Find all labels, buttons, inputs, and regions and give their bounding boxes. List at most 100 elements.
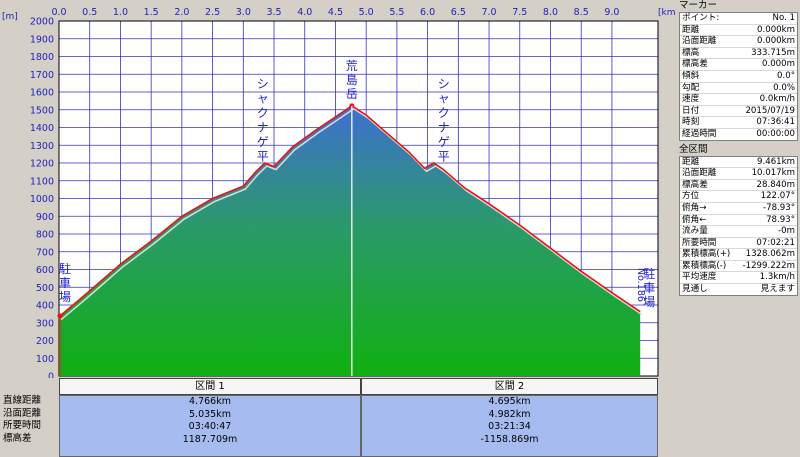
row-label-surface-distance: 沿面距離 — [3, 407, 42, 419]
marker-row: 標高差 0.000m — [680, 59, 797, 71]
x-tick-label: 3.5 — [266, 7, 281, 18]
segment-2-values: 4.695km 4.982km 03:21:34 -1158.869m — [361, 395, 658, 457]
all-segment-value: 見えます — [760, 284, 795, 295]
all-segment-row: 俯角← 78.93° — [680, 215, 797, 227]
all-segment-label: 俯角→ — [682, 202, 707, 213]
marker-value: 0.0% — [773, 82, 795, 93]
y-tick-label: 1200 — [30, 159, 54, 170]
all-segment-value: -0m — [778, 226, 795, 237]
all-segment-row: 見通し 見えます — [680, 284, 797, 295]
elevation-shadow-line — [60, 107, 643, 321]
y-tick-label: 400 — [36, 301, 54, 312]
marker-value: 0.000km — [757, 24, 795, 35]
marker-label: ポイント: — [682, 13, 720, 23]
all-segment-value: 78.93° — [766, 214, 795, 225]
x-tick-label: 0.0 — [51, 7, 66, 18]
y-tick-label: 700 — [36, 247, 54, 258]
marker-row: 経過時間 00:00:00 — [680, 129, 797, 140]
marker-row: ポイント: No. 1 — [680, 13, 797, 25]
all-segment-row: 方位 122.07° — [680, 191, 797, 203]
annotation-shakunage-1: シャクナゲ平 — [257, 77, 269, 164]
marker-label: 経過時間 — [682, 128, 717, 139]
marker-value: 00:00:00 — [756, 128, 795, 139]
y-tick-label: 1400 — [30, 123, 54, 134]
x-tick-label: 2.0 — [174, 7, 189, 18]
y-tick-label: 500 — [36, 283, 54, 294]
y-tick-label: 1500 — [30, 105, 54, 116]
all-segment-label: 所要時間 — [682, 237, 717, 248]
marker-label: 日付 — [682, 105, 700, 116]
all-segment-label: 標高差 — [682, 179, 708, 190]
all-segment-group: 距離 9.461km 沿面距離 10.017km 標高差 28.840m 方位 122.07°… — [679, 155, 798, 296]
marker-value: 0.0km/h — [759, 94, 795, 105]
all-segment-row: 平均速度 1.3km/h — [680, 272, 797, 285]
marker-row: 沿面距離 0.000km — [680, 36, 797, 48]
marker-value: 2015/07/19 — [745, 105, 795, 116]
marker-value: 0.0° — [777, 70, 795, 81]
y-tick-label: 1300 — [30, 141, 54, 152]
elevation-chart[interactable]: 0.0 0.5 1.0 1.5 2.0 2.5 3.0 3.5 4.0 4.5 5.0 5.5 6.0 6… — [0, 0, 676, 378]
all-segment-label: 方位 — [682, 191, 700, 202]
y-tick-label: 800 — [36, 230, 54, 241]
all-segment-label: 平均速度 — [682, 272, 717, 283]
x-tick-label: 8.5 — [574, 7, 589, 18]
marker-group: ポイント: No. 1 距離 0.000km 沿面距離 0.000km 標高 333.715m… — [679, 12, 798, 141]
x-tick-label: 1.5 — [144, 7, 159, 18]
all-segment-label: 流み量 — [682, 226, 708, 237]
y-tick-label: 0 — [48, 372, 54, 379]
marker-row: 速度 0.0km/h — [680, 94, 797, 106]
marker-row: 日付 2015/07/19 — [680, 106, 797, 118]
x-tick-label: 6.0 — [420, 7, 435, 18]
marker-value: No. 1 — [772, 13, 795, 23]
segment-1-header[interactable]: 区間 1 — [59, 378, 361, 395]
all-segment-label: 距離 — [682, 156, 700, 167]
x-tick-label: 5.0 — [359, 7, 374, 18]
all-segment-value: -78.93° — [763, 202, 795, 213]
y-unit-label: [m] — [2, 12, 18, 22]
all-segment-row: 累積標高(+) 1328.062m — [680, 249, 797, 261]
all-segment-value: -1299.222m — [742, 260, 795, 271]
x-tick-label: 4.5 — [328, 7, 343, 18]
marker-label: 距離 — [682, 24, 700, 35]
all-segment-row: 沿面距離 10.017km — [680, 168, 797, 180]
all-segment-row: 累積標高(-) -1299.222m — [680, 261, 797, 273]
marker-label: 速度 — [682, 94, 700, 105]
all-segment-value: 1328.062m — [745, 249, 795, 260]
x-tick-label: 0.5 — [82, 7, 97, 18]
all-segment-label: 見通し — [682, 284, 708, 295]
info-panel: マーカー ポイント: No. 1 距離 0.000km 沿面距離 0.000km 標高 333… — [677, 0, 800, 457]
y-tick-label: 1700 — [30, 70, 54, 81]
segment-1-surface-distance: 5.035km — [189, 408, 231, 420]
y-tick-label: 200 — [36, 336, 54, 347]
marker-label: 標高 — [682, 47, 700, 58]
y-tick-label: 1000 — [30, 194, 54, 205]
all-segment-row: 流み量 -0m — [680, 226, 797, 238]
all-segment-value: 1.3km/h — [759, 272, 795, 283]
y-tick-label: 1800 — [30, 52, 54, 63]
all-segment-value: 9.461km — [757, 156, 795, 167]
y-tick-label: 1900 — [30, 34, 54, 45]
all-segment-label: 沿面距離 — [682, 168, 717, 179]
y-tick-label: 1600 — [30, 88, 54, 99]
row-label-straight-distance: 直線距離 — [3, 395, 42, 406]
segment-1-values: 4.766km 5.035km 03:40:47 1187.709m — [59, 395, 361, 457]
all-segment-value: 10.017km — [751, 168, 795, 179]
y-tick-label: 600 — [36, 265, 54, 276]
segment-1-straight-distance: 4.766km — [189, 396, 231, 407]
all-segment-label: 俯角← — [682, 214, 707, 225]
marker-row: 標高 333.715m — [680, 48, 797, 60]
x-tick-label: 3.0 — [236, 7, 251, 18]
all-segment-row: 標高差 28.840m — [680, 180, 797, 192]
segment-2-straight-distance: 4.695km — [488, 396, 531, 407]
annotation-start-parking: 駐車場 — [59, 261, 71, 304]
x-tick-label: 8.0 — [543, 7, 558, 18]
segment-2-header[interactable]: 区間 2 — [361, 378, 658, 395]
annotation-end-point-no: No.186 — [635, 268, 646, 302]
x-tick-label: 1.0 — [113, 7, 128, 18]
elevation-chart-svg[interactable]: 0.0 0.5 1.0 1.5 2.0 2.5 3.0 3.5 4.0 4.5 5.0 5.5 6.0 6… — [0, 0, 676, 378]
x-tick-label: 5.5 — [389, 7, 404, 18]
marker-row: 勾配 0.0% — [680, 83, 797, 95]
all-segment-value: 122.07° — [760, 191, 795, 202]
annotation-shakunage-2: シャクナゲ平 — [438, 77, 450, 164]
elevation-line — [58, 104, 641, 318]
